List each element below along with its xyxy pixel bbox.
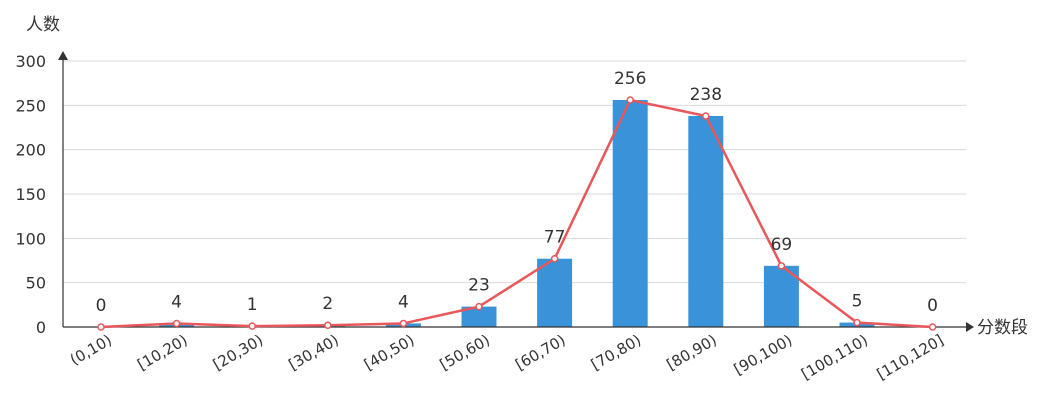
- x-tick-label: [60,70): [512, 331, 568, 374]
- data-label: 0: [96, 296, 107, 316]
- line-point: [324, 321, 332, 329]
- y-tick-label: 100: [15, 229, 46, 248]
- y-tick-label: 50: [26, 274, 46, 293]
- data-label: 69: [771, 235, 793, 255]
- x-tick-label: [100,110): [798, 331, 871, 383]
- bar: [688, 115, 724, 328]
- axis-layer: [58, 51, 974, 332]
- x-axis-title: 分数段: [977, 318, 1028, 338]
- y-tick-label: 200: [15, 141, 46, 160]
- y-tick-label: 150: [15, 185, 46, 204]
- line-point: [928, 323, 937, 331]
- line-point: [172, 319, 181, 328]
- line-point: [702, 112, 710, 120]
- data-label: 77: [544, 228, 566, 248]
- bar: [612, 100, 648, 327]
- x-tick-label: [30,40): [285, 331, 341, 374]
- x-tick-label: [20,30): [210, 331, 266, 374]
- x-tick-label: [50,60): [437, 331, 493, 374]
- bar: [461, 306, 497, 327]
- data-label: 256: [614, 69, 646, 89]
- y-axis-title: 人数: [26, 15, 60, 35]
- x-axis-arrow: [966, 322, 974, 332]
- data-label: 4: [171, 292, 182, 312]
- series-line: [100, 98, 933, 329]
- line-point: [853, 318, 861, 327]
- data-label: 2: [322, 294, 333, 314]
- y-axis-arrow: [58, 51, 68, 60]
- x-tick-label: [90,100): [731, 331, 796, 379]
- x-tick-label: [110,120]: [874, 331, 947, 383]
- grid-layer: [63, 60, 966, 284]
- line-point: [626, 96, 634, 104]
- line-point: [475, 302, 483, 311]
- x-tick-label: [80,90): [663, 331, 719, 374]
- line-point: [248, 322, 256, 330]
- line-point: [399, 319, 408, 328]
- line-layer: [97, 96, 937, 331]
- data-label: 0: [927, 296, 938, 316]
- y-tick-label: 0: [36, 318, 46, 337]
- y-tick-label: 300: [15, 52, 46, 71]
- bar-layer: [159, 100, 875, 328]
- data-label: 23: [468, 276, 490, 296]
- x-tick-label: (0,10): [67, 331, 115, 369]
- x-tick-label: [70,80): [588, 331, 644, 374]
- data-label: 5: [852, 292, 863, 312]
- x-tick-label: [40,50): [361, 331, 417, 374]
- line-point: [97, 323, 105, 331]
- data-label: 4: [398, 292, 409, 312]
- y-tick-label: 250: [15, 96, 46, 115]
- data-label: 238: [690, 85, 722, 105]
- line-point: [777, 262, 786, 270]
- line-point: [550, 254, 559, 263]
- x-tick-label: [10,20): [134, 331, 190, 374]
- data-label: 1: [247, 295, 258, 315]
- bar: [537, 258, 573, 327]
